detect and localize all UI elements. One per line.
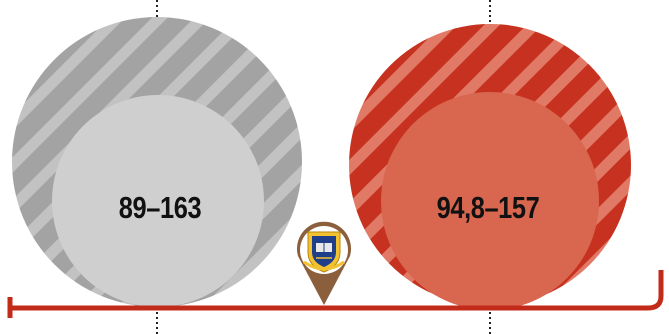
right-inner-circle — [381, 92, 599, 310]
location-pin — [297, 221, 351, 305]
axis-line — [7, 270, 664, 318]
left-range-label: 89–163 — [118, 190, 202, 225]
right-range-label: 94,8–157 — [436, 190, 540, 225]
university-crest-icon — [303, 231, 345, 273]
left-inner-circle — [52, 95, 264, 307]
